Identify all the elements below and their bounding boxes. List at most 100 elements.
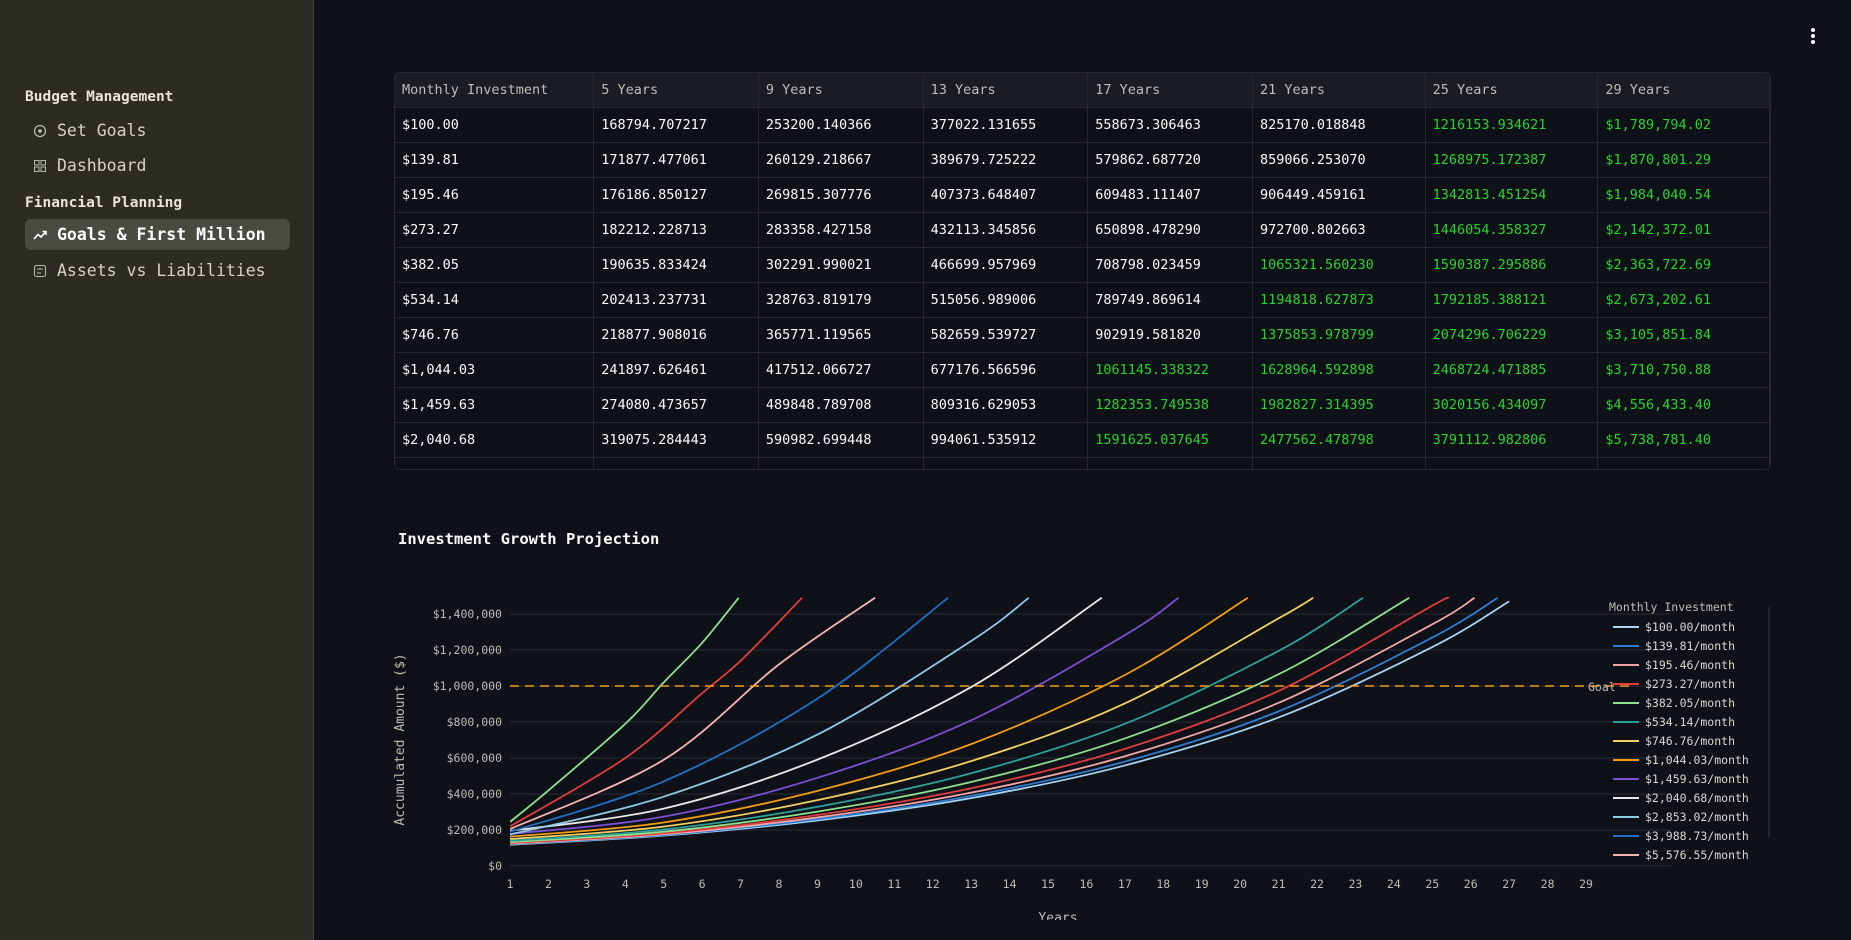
table-cell: 1342813.451254 [1425, 177, 1599, 213]
table-cell: $2,673,202.61 [1597, 282, 1770, 318]
nav-item-assets-vs-liabilities[interactable]: Assets vs Liabilities [25, 255, 290, 286]
series-line [510, 600, 1510, 846]
column-header[interactable]: 13 Years [923, 73, 1089, 108]
nav-item-set-goals[interactable]: Set Goals [25, 115, 290, 146]
y-tick-label: $800,000 [447, 715, 502, 729]
table-row[interactable]: $100.00 168794.707217 253200.140366 377022.… [395, 107, 1770, 143]
table-cell: $1,459.63 [395, 387, 595, 423]
table-cell: 302291.990021 [758, 247, 924, 283]
dot [1811, 28, 1815, 32]
table-cell: 1065321.560230 [1252, 247, 1426, 283]
legend-item: $534.14/month [1645, 715, 1735, 729]
legend-item: $3,988.73/month [1645, 829, 1749, 843]
table-cell: 417512.066727 [758, 352, 924, 388]
column-header[interactable]: 9 Years [758, 73, 924, 108]
target-icon [33, 124, 47, 138]
table-cell [1597, 457, 1770, 469]
table-row[interactable]: $746.76 218877.908016 365771.119565 582659.… [395, 317, 1770, 353]
legend-item: $273.27/month [1645, 677, 1735, 691]
table-row[interactable]: $139.81 171877.477061 260129.218667 389679.… [395, 142, 1770, 178]
x-tick-label: 16 [1079, 877, 1093, 891]
table-row[interactable]: $273.27 182212.228713 283358.427158 432113.… [395, 212, 1770, 248]
table-cell: 1982827.314395 [1252, 387, 1426, 423]
x-tick-label: 29 [1579, 877, 1593, 891]
table-cell: 1590387.295886 [1425, 247, 1599, 283]
legend-item: $5,576.55/month [1645, 848, 1749, 862]
nav-item-label: Goals & First Million [57, 225, 266, 244]
table-cell: 319075.284443 [593, 422, 759, 458]
table-row[interactable]: $1,044.03 241897.626461 417512.066727 67717… [395, 352, 1770, 388]
table-cell: 558673.306463 [1087, 107, 1253, 143]
y-tick-label: $200,000 [447, 823, 502, 837]
table-cell: 202413.237731 [593, 282, 759, 318]
column-header[interactable]: 21 Years [1252, 73, 1426, 108]
column-header[interactable]: 29 Years [1597, 73, 1770, 108]
series-line [510, 597, 1410, 843]
x-tick-label: 13 [964, 877, 978, 891]
x-tick-label: 18 [1156, 877, 1170, 891]
table-cell: 579862.687720 [1087, 142, 1253, 178]
legend-item: $139.81/month [1645, 639, 1735, 653]
grid-icon [33, 159, 47, 173]
table-cell: $139.81 [395, 142, 595, 178]
table-cell: 809316.629053 [923, 387, 1089, 423]
table-row[interactable]: $2,040.68 319075.284443 590982.699448 99406… [395, 422, 1770, 458]
table-cell: 1792185.388121 [1425, 282, 1599, 318]
table-cell: 677176.566596 [923, 352, 1089, 388]
table-cell: 789749.869614 [1087, 282, 1253, 318]
column-header[interactable]: 17 Years [1087, 73, 1253, 108]
nav-item-label: Dashboard [57, 156, 147, 175]
table-row[interactable]: $382.05 190635.833424 302291.990021 466699.… [395, 247, 1770, 283]
table-row[interactable] [395, 457, 1770, 469]
x-tick-label: 28 [1541, 877, 1555, 891]
table-row[interactable]: $195.46 176186.850127 269815.307776 407373.… [395, 177, 1770, 213]
table-cell: $534.14 [395, 282, 595, 318]
series-line [510, 597, 949, 833]
table-cell [923, 457, 1089, 469]
table-cell: 365771.119565 [758, 317, 924, 353]
sidebar: Budget Management Set Goals Dashboard Fi… [0, 0, 314, 940]
table-cell: 1446054.358327 [1425, 212, 1599, 248]
legend-item: $2,853.02/month [1645, 810, 1749, 824]
column-header[interactable]: 5 Years [593, 73, 759, 108]
table-cell: $2,040.68 [395, 422, 595, 458]
table-row[interactable]: $534.14 202413.237731 328763.819179 515056.… [395, 282, 1770, 318]
table-cell: $2,142,372.01 [1597, 212, 1770, 248]
table-cell: 253200.140366 [758, 107, 924, 143]
series-line [510, 597, 1103, 832]
chart-title: Investment Growth Projection [398, 530, 660, 548]
x-tick-label: 15 [1041, 877, 1055, 891]
table-cell: 1282353.749538 [1087, 387, 1253, 423]
table-cell: 274080.473657 [593, 387, 759, 423]
table-cell: $1,044.03 [395, 352, 595, 388]
table-cell: $5,738,781.40 [1597, 422, 1770, 458]
x-tick-label: 26 [1464, 877, 1478, 891]
table-row[interactable]: $1,459.63 274080.473657 489848.789708 80931… [395, 387, 1770, 423]
table-cell: 466699.957969 [923, 247, 1089, 283]
series-line [510, 597, 740, 823]
table-cell: 260129.218667 [758, 142, 924, 178]
table-cell: 182212.228713 [593, 212, 759, 248]
nav-item-dashboard[interactable]: Dashboard [25, 150, 290, 181]
series-line [510, 597, 876, 830]
nav-item-label: Assets vs Liabilities [57, 261, 266, 280]
table-cell: $3,710,750.88 [1597, 352, 1770, 388]
projection-table[interactable]: Monthly Investment 5 Years 9 Years 13 Years… [394, 72, 1771, 470]
table-cell: 1216153.934621 [1425, 107, 1599, 143]
column-header[interactable]: Monthly Investment [395, 73, 595, 108]
table-cell: $4,556,433.40 [1597, 387, 1770, 423]
column-header[interactable]: 25 Years [1425, 73, 1599, 108]
x-tick-label: 8 [776, 877, 783, 891]
table-cell: $3,105,851.84 [1597, 317, 1770, 353]
main-menu-button[interactable] [1806, 28, 1820, 48]
table-cell: 859066.253070 [1252, 142, 1426, 178]
legend-item: $1,044.03/month [1645, 753, 1749, 767]
nav-item-goals-first-million[interactable]: Goals & First Million [25, 219, 290, 250]
table-cell [593, 457, 759, 469]
x-tick-label: 4 [622, 877, 629, 891]
table-cell: 389679.725222 [923, 142, 1089, 178]
table-cell: $1,789,794.02 [1597, 107, 1770, 143]
table-cell: 1194818.627873 [1252, 282, 1426, 318]
x-tick-label: 25 [1425, 877, 1439, 891]
dot [1811, 34, 1815, 38]
